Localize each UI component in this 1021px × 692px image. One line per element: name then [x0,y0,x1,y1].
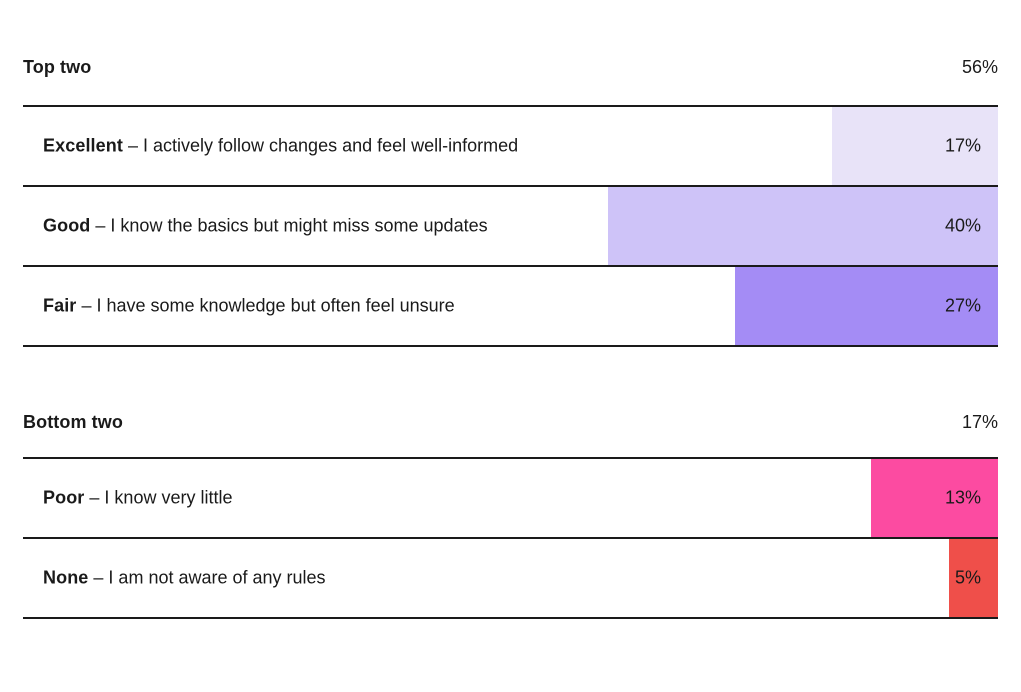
row-label-fair: Fair – I have some knowledge but often f… [43,296,455,317]
row-label-none: None – I am not aware of any rules [43,568,326,589]
row-label-poor: Poor – I know very little [43,488,232,509]
section-rows-top-two: Excellent – I actively follow changes an… [23,105,998,347]
section-rows-bottom-two: Poor – I know very little 13% None – I a… [23,457,998,619]
bar-good [608,187,998,265]
bar-excellent [832,107,998,185]
survey-bar-chart: Top two 56% Excellent – I actively follo… [23,0,998,619]
row-desc: – I know the basics but might miss some … [95,215,488,236]
bar-row-poor: Poor – I know very little 13% [23,459,998,539]
bar-none [949,539,998,617]
row-value-poor: 13% [944,487,981,508]
bar-row-good: Good – I know the basics but might miss … [23,187,998,267]
section-title: Top two [23,57,92,77]
section-total: 56% [961,57,998,77]
row-value-good: 40% [944,215,981,236]
row-term: Excellent [43,135,123,156]
row-term: Poor [43,487,85,508]
row-value-none: 5% [954,567,981,588]
bar-poor [871,459,998,537]
row-term: Good [43,215,91,236]
row-value-excellent: 17% [944,135,981,156]
bar-row-excellent: Excellent – I actively follow changes an… [23,107,998,187]
bar-row-fair: Fair – I have some knowledge but often f… [23,267,998,347]
row-label-good: Good – I know the basics but might miss … [43,216,488,237]
row-desc: – I am not aware of any rules [93,567,326,588]
section-title: Bottom two [23,412,123,432]
row-label-excellent: Excellent – I actively follow changes an… [43,136,518,157]
row-term: None [43,567,89,588]
section-total: 17% [961,412,998,432]
section-header-top-two: Top two 56% [23,0,998,78]
row-desc: – I know very little [89,487,233,508]
section-header-bottom-two: Bottom two 17% [23,347,998,433]
row-desc: – I have some knowledge but often feel u… [81,295,455,316]
row-desc: – I actively follow changes and feel wel… [127,135,519,156]
row-value-fair: 27% [944,295,981,316]
bar-fair [734,267,998,345]
bar-row-none: None – I am not aware of any rules 5% [23,539,998,619]
row-term: Fair [43,295,77,316]
